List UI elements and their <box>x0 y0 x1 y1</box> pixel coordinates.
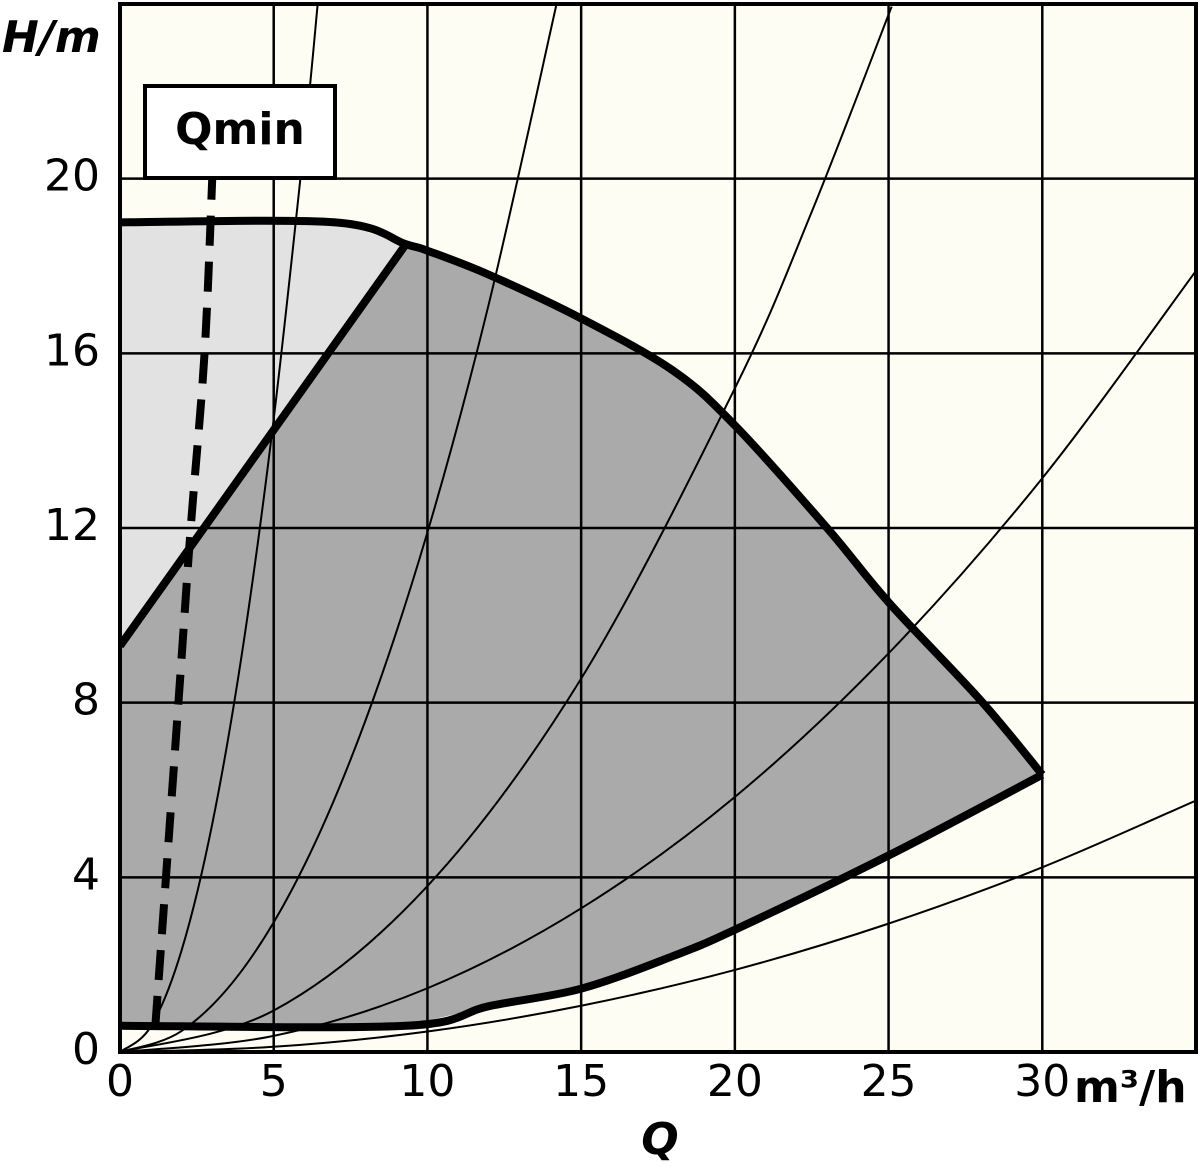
thick-curve <box>120 241 410 649</box>
thin-curve <box>120 799 1196 1052</box>
annotation: Qmin <box>175 104 305 155</box>
y-tick-label: 12 <box>44 500 100 551</box>
y-tick-label: 20 <box>44 151 100 202</box>
x-tick-label: 0 <box>106 1056 134 1107</box>
x-tick-label: 25 <box>861 1056 917 1107</box>
x-tick-label: 5 <box>260 1056 288 1107</box>
dashed-curve <box>151 178 217 1027</box>
y-tick-label: 4 <box>72 849 100 900</box>
y-axis-label: H/m <box>2 12 101 63</box>
thick-curve <box>120 216 1046 778</box>
thick-curve <box>120 771 1045 1032</box>
x-tick-label: 10 <box>399 1056 455 1107</box>
labels: H/m Q m³/h Qmin 0 5 10 15 20 25 30 0 4 8 12 16 20 <box>2 12 1187 1165</box>
annotation-box <box>143 84 337 180</box>
plot-frame <box>118 2 1198 1054</box>
x-unit-label: m³/h <box>1074 1062 1187 1113</box>
curves <box>120 4 1196 1052</box>
y-tick-label: 8 <box>72 675 100 726</box>
x-tick-label: 20 <box>707 1056 763 1107</box>
x-tick-label: 15 <box>553 1056 609 1107</box>
y-tick-label: 0 <box>72 1024 100 1075</box>
x-tick-label: 30 <box>1014 1056 1070 1107</box>
thin-curve <box>120 6 893 1052</box>
thin-curve <box>120 4 558 1052</box>
x-axis-label: Q <box>641 1114 678 1165</box>
y-tick-label: 16 <box>44 325 100 376</box>
